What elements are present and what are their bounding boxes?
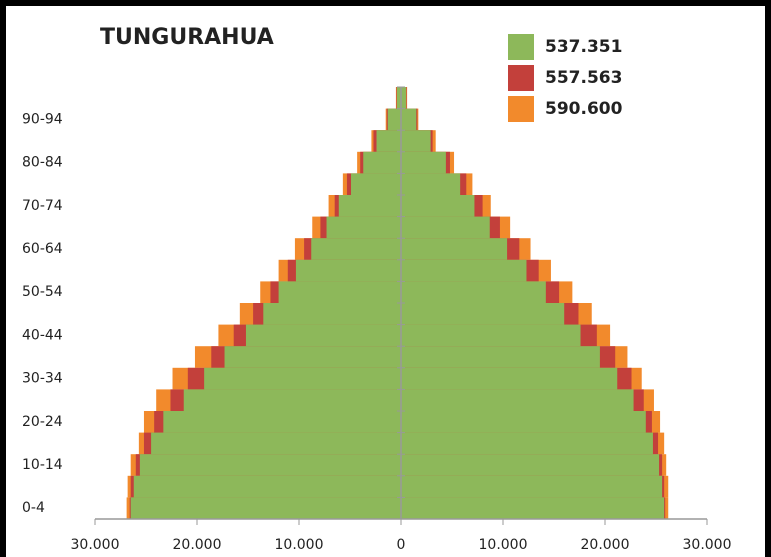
legend-swatch — [508, 65, 534, 91]
bar — [401, 195, 475, 217]
bar — [401, 173, 461, 195]
bar — [401, 108, 417, 131]
bar — [338, 195, 401, 217]
bar — [224, 346, 401, 368]
bar — [151, 432, 401, 455]
y-tick-label: 50-54 — [22, 284, 63, 300]
bar — [326, 216, 401, 239]
bar — [351, 173, 401, 195]
bar — [401, 259, 527, 282]
x-tick-label: 20.000 — [581, 537, 630, 553]
y-tick-label: 90-94 — [22, 111, 63, 127]
bar — [401, 389, 634, 411]
x-tick-label: 10.000 — [275, 537, 324, 553]
bar — [311, 238, 401, 260]
bar — [401, 281, 546, 303]
y-tick-label: 10-14 — [22, 457, 63, 473]
bar — [401, 151, 446, 174]
legend-swatch — [508, 96, 534, 122]
bar — [278, 281, 401, 303]
bar — [401, 303, 565, 325]
bar — [130, 497, 401, 519]
bar — [376, 130, 401, 152]
bar — [295, 259, 401, 282]
bar — [263, 303, 401, 325]
legend-label: 590.600 — [545, 99, 623, 119]
x-tick-label: 30.000 — [71, 537, 120, 553]
bar — [245, 324, 401, 347]
bar — [401, 130, 431, 152]
x-tick-label: 0 — [397, 537, 406, 553]
y-tick-label: 60-64 — [22, 241, 63, 257]
bar — [163, 411, 401, 433]
bar — [363, 151, 401, 174]
bar — [387, 108, 401, 131]
x-tick-label: 20.000 — [173, 537, 222, 553]
bar — [401, 216, 490, 239]
legend-swatch — [508, 34, 534, 60]
chart-title: TUNGURAHUA — [100, 25, 274, 50]
y-tick-label: 70-74 — [22, 198, 63, 214]
legend-label: 537.351 — [545, 37, 622, 57]
bar — [133, 475, 401, 498]
bar — [401, 454, 660, 476]
bar — [401, 475, 663, 498]
bar — [401, 238, 508, 260]
legend-label: 557.563 — [545, 68, 622, 88]
y-tick-label: 30-34 — [22, 371, 63, 387]
x-tick-label: 30.000 — [683, 537, 732, 553]
bar — [401, 346, 600, 368]
x-tick-label: 10.000 — [479, 537, 528, 553]
bar — [183, 389, 401, 411]
bar — [139, 454, 401, 476]
bar — [401, 324, 581, 347]
bar — [204, 367, 401, 390]
bar — [401, 497, 665, 519]
y-tick-label: 20-24 — [22, 414, 63, 430]
y-tick-label: 40-44 — [22, 327, 63, 343]
bar — [401, 411, 646, 433]
bar — [401, 432, 653, 455]
y-tick-label: 80-84 — [22, 155, 63, 171]
bar — [401, 367, 618, 390]
y-tick-label: 0-4 — [22, 500, 45, 516]
bar — [401, 87, 407, 109]
bar — [396, 87, 401, 109]
